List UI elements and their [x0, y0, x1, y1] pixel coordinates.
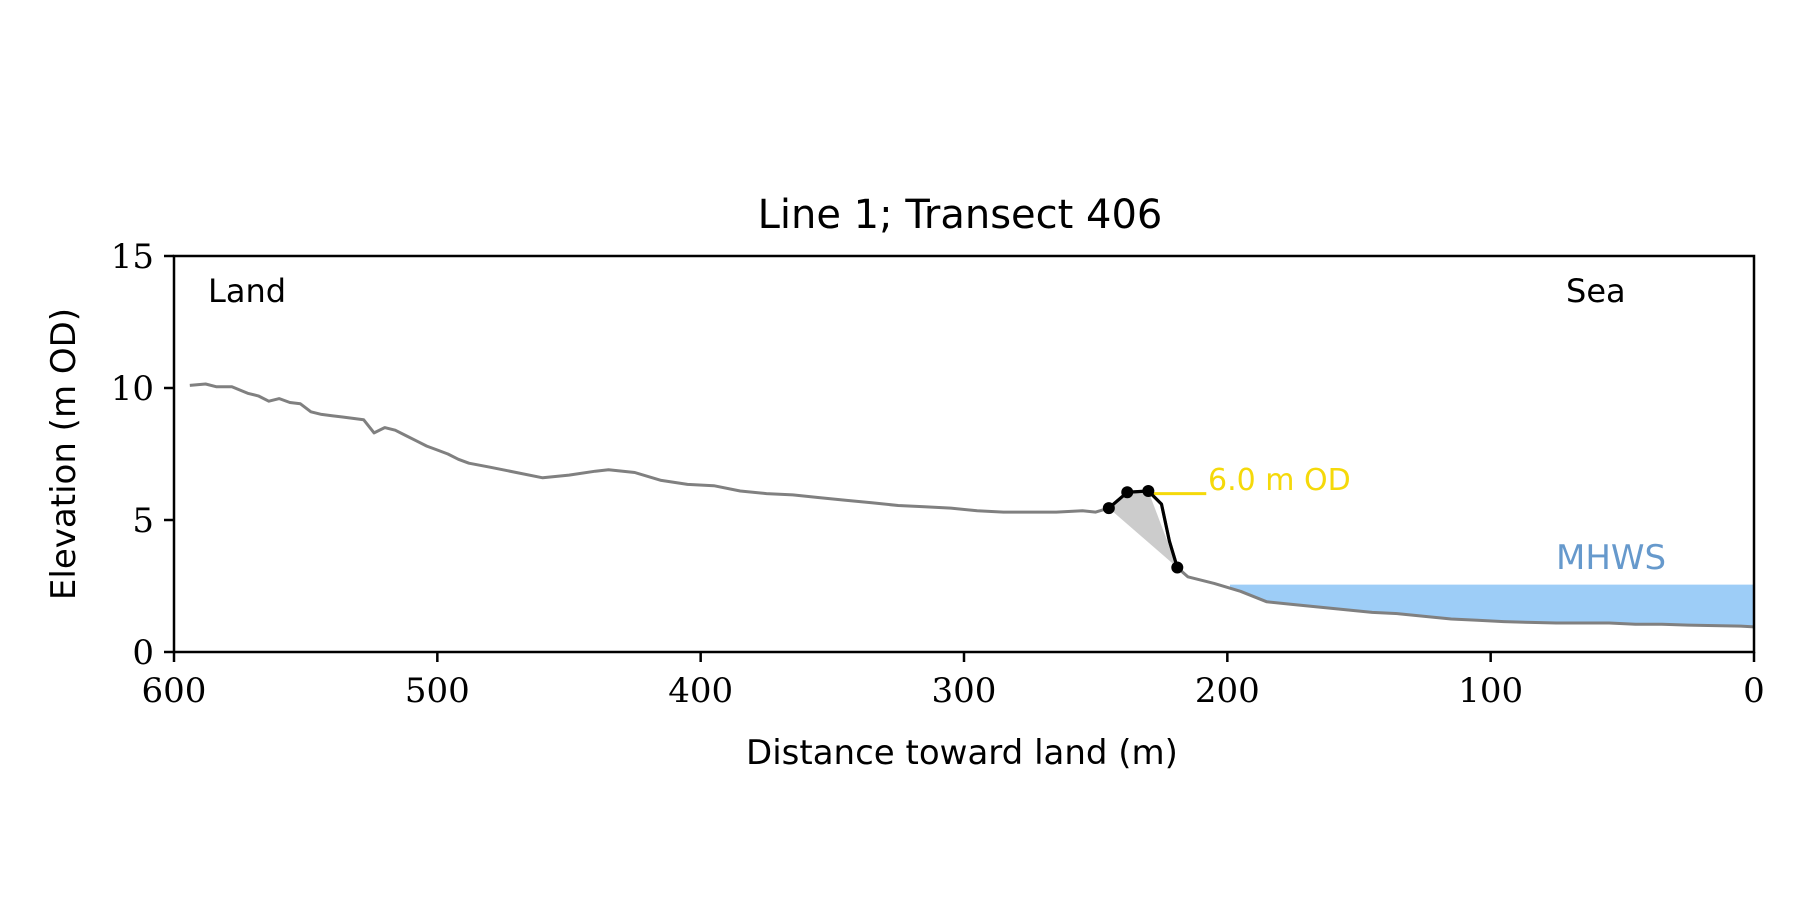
profile-line	[189, 382, 1755, 629]
feature-point	[1171, 561, 1184, 574]
mhws-water	[1229, 584, 1754, 627]
feature-fill	[1108, 490, 1178, 568]
y-tick-label: 10	[111, 369, 154, 409]
y-tick-label: 0	[132, 633, 154, 673]
x-tick-label: 200	[1195, 671, 1260, 711]
x-tick-label: 0	[1743, 671, 1765, 711]
y-tick-label: 5	[132, 501, 154, 541]
axis-ticks: 600 500 400 300 200 100 0 0 5 10 15	[111, 237, 1765, 711]
feature-point	[1121, 486, 1134, 499]
x-tick-label: 600	[142, 671, 207, 711]
y-axis-label: Elevation (m OD)	[44, 308, 84, 600]
plot-area	[189, 382, 1755, 629]
x-tick-label: 500	[405, 671, 470, 711]
sea-label: Sea	[1566, 272, 1626, 310]
mhws-label: MHWS	[1556, 538, 1666, 578]
x-tick-label: 100	[1458, 671, 1523, 711]
x-axis-label: Distance toward land (m)	[746, 733, 1178, 773]
feature-point	[1142, 484, 1155, 497]
land-label: Land	[208, 272, 286, 310]
threshold-label: 6.0 m OD	[1208, 463, 1351, 498]
y-tick-label: 15	[111, 237, 154, 277]
x-tick-label: 300	[932, 671, 997, 711]
x-tick-label: 400	[668, 671, 733, 711]
feature-point	[1102, 502, 1115, 515]
chart-title: Line 1; Transect 406	[758, 192, 1163, 238]
